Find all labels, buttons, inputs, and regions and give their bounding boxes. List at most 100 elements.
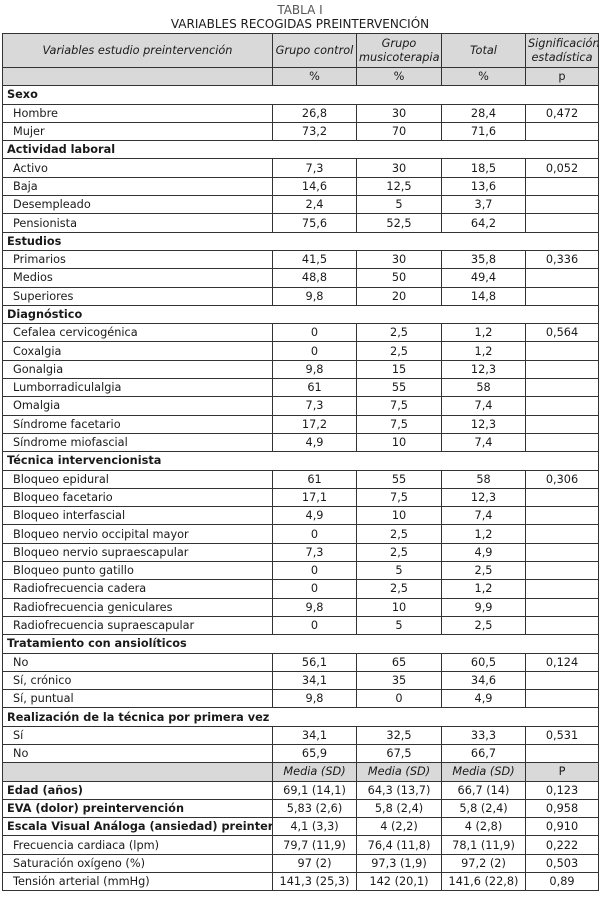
row-label: Coxalgia: [2, 341, 273, 361]
cell-total: 12,3: [441, 414, 526, 434]
cell-music: 142 (20,1): [356, 872, 442, 892]
cell-total: 14,8: [441, 286, 526, 306]
cell-p: [525, 176, 599, 197]
cell-music: 30: [356, 103, 442, 123]
cell-p: [525, 487, 599, 508]
cell-control: 65,9: [272, 743, 357, 764]
cell-p: p: [525, 66, 599, 87]
table-row: Radiofrecuencia cadera 0 2,5 1,2: [2, 579, 599, 599]
row-label: Medios: [2, 268, 273, 288]
table-row: Sí 34,1 32,5 33,3 0,531: [2, 725, 599, 745]
cell-control: 0: [272, 615, 357, 636]
cell-control: 0: [272, 561, 357, 581]
table-row: Coxalgia 0 2,5 1,2: [2, 341, 599, 361]
cell-music: 4 (2,2): [356, 817, 442, 837]
cell-p: 0,503: [525, 853, 599, 874]
cell-p: [525, 432, 599, 453]
cell-music: 5: [356, 615, 442, 636]
table-title: VARIABLES RECOGIDAS PREINTERVENCIÓN: [170, 17, 430, 31]
table-row: Superiores 9,8 20 14,8: [2, 286, 599, 306]
cell-control: 26,8: [272, 103, 357, 123]
cell-music: Grupo musicoterapia: [356, 33, 442, 68]
cell-p: [525, 414, 599, 434]
table-row: Bloqueo nervio occipital mayor 0 2,5 1,2: [2, 524, 599, 544]
cell-total: 3,7: [441, 195, 526, 215]
table-row: Escala Visual Análoga (ansiedad) preinte…: [2, 817, 599, 837]
cell-p: [525, 670, 599, 691]
row-label: Primarios: [2, 249, 273, 270]
table-row: Lumborradiculalgia 61 55 58: [2, 378, 599, 398]
cell-music: 65: [356, 652, 442, 672]
cell-total: 2,5: [441, 615, 526, 636]
cell-control: 61: [272, 469, 357, 489]
row-label: Bloqueo nervio supraescapular: [2, 542, 273, 563]
cell-total: 78,1 (11,9): [441, 835, 526, 855]
cell-p: 0,052: [525, 158, 599, 178]
table-row: Saturación oxígeno (%) 97 (2) 97,3 (1,9) 97…: [2, 853, 599, 874]
row-label: Tensión arterial (mmHg): [2, 872, 273, 892]
table-row: Frecuencia cardiaca (lpm) 79,7 (11,9) 76,4…: [2, 835, 599, 855]
cell-control: Grupo control: [272, 33, 357, 68]
cell-control: 79,7 (11,9): [272, 835, 357, 855]
cell-p: [525, 561, 599, 581]
table-row: Bloqueo punto gatillo 0 5 2,5: [2, 561, 599, 581]
cell-total: 2,5: [441, 561, 526, 581]
cell-total: 58: [441, 469, 526, 489]
cell-music: 30: [356, 249, 442, 270]
cell-total: 1,2: [441, 341, 526, 361]
cell-total: 35,8: [441, 249, 526, 270]
cell-control: 34,1: [272, 725, 357, 745]
unit-row-mean: Media (SD) Media (SD) Media (SD) P: [2, 762, 599, 782]
cell-control: 141,3 (25,3): [272, 872, 357, 892]
cell-total: %: [441, 66, 526, 87]
cell-music: 32,5: [356, 725, 442, 745]
cell-total: 7,4: [441, 506, 526, 526]
cell-control: %: [272, 66, 357, 87]
cell-control: 17,1: [272, 487, 357, 508]
cell-p: [525, 579, 599, 599]
cell-control: 4,9: [272, 506, 357, 526]
table-row: Pensionista 75,6 52,5 64,2: [2, 213, 599, 233]
cell-control: 2,4: [272, 195, 357, 215]
cell-control: 9,8: [272, 359, 357, 380]
cell-control: 34,1: [272, 670, 357, 691]
table-row: No 65,9 67,5 66,7: [2, 743, 599, 764]
table-row: Bloqueo nervio supraescapular 7,3 2,5 4,9: [2, 542, 599, 563]
cell-total: 66,7: [441, 743, 526, 764]
cell-music: 10: [356, 597, 442, 617]
cell-p: [525, 286, 599, 306]
cell-p: [525, 121, 599, 142]
row-label: Hombre: [2, 103, 273, 123]
table-row: Edad (años) 69,1 (14,1) 64,3 (13,7) 66,7 (1…: [2, 780, 599, 800]
cell-control: 7,3: [272, 158, 357, 178]
table-header-row: Variables estudio preintervención Grupo c…: [2, 33, 599, 68]
row-label: Bloqueo punto gatillo: [2, 561, 273, 581]
cell-control: 75,6: [272, 213, 357, 233]
cell-p: 0,89: [525, 872, 599, 892]
cell-control: 9,8: [272, 597, 357, 617]
section-header-row: Diagnóstico: [2, 304, 599, 325]
row-label: Radiofrecuencia geniculares: [2, 597, 273, 617]
row-label: Lumborradiculalgia: [2, 378, 273, 398]
cell-p: P: [525, 762, 599, 782]
cell-control: 0: [272, 524, 357, 544]
table-row: Activo 7,3 30 18,5 0,052: [2, 158, 599, 178]
section-header-row: Actividad laboral: [2, 140, 599, 160]
cell-control: 17,2: [272, 414, 357, 434]
cell-control: 69,1 (14,1): [272, 780, 357, 800]
section-header-row: Sexo: [2, 85, 599, 105]
cell-p: 0,472: [525, 103, 599, 123]
cell-music: 55: [356, 378, 442, 398]
cell-total: 12,3: [441, 487, 526, 508]
table-row: Gonalgia 9,8 15 12,3: [2, 359, 599, 380]
cell-total: 141,6 (22,8): [441, 872, 526, 892]
cell-total: 66,7 (14): [441, 780, 526, 800]
table-row: Desempleado 2,4 5 3,7: [2, 195, 599, 215]
table-row: Radiofrecuencia supraescapular 0 5 2,5: [2, 615, 599, 636]
cell-music: %: [356, 66, 442, 87]
table-row: Tensión arterial (mmHg) 141,3 (25,3) 142 (…: [2, 872, 599, 892]
cell-music: 70: [356, 121, 442, 142]
section-title: Realización de la técnica por primera ve…: [2, 707, 599, 727]
row-label: Gonalgia: [2, 359, 273, 380]
cell-total: Total: [441, 33, 526, 68]
